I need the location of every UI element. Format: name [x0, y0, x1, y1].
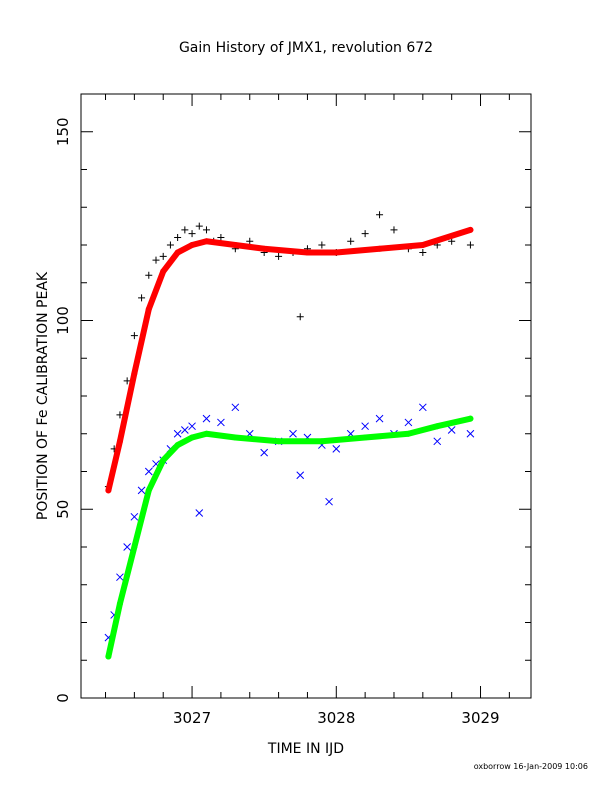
- series-1-point: [174, 249, 181, 256]
- series-1-point: [203, 238, 210, 245]
- series-0-point: [361, 230, 369, 238]
- series-0-point: [159, 252, 167, 260]
- series-2-point: [433, 437, 442, 446]
- series-0-point: [466, 241, 474, 249]
- series-2-point: [188, 422, 196, 431]
- x-axis-label: TIME IN IJD: [267, 741, 344, 757]
- series-2-point: [296, 471, 305, 480]
- series-1-point: [105, 487, 112, 494]
- series-2-point: [195, 509, 204, 517]
- series-3-point: [434, 423, 441, 430]
- series-0-point: [419, 249, 427, 257]
- series-0-point: [145, 271, 153, 279]
- series-3-point: [275, 438, 282, 445]
- series-3-point: [145, 487, 152, 494]
- series-3-point: [131, 544, 138, 550]
- series-1-point: [145, 306, 152, 313]
- series-3-point: [318, 438, 325, 445]
- series-2-point: [123, 543, 132, 551]
- series-3-line: [105, 415, 474, 660]
- x-tick-label: 3028: [317, 709, 355, 727]
- series-0-point: [152, 256, 160, 264]
- series-1-point: [232, 242, 239, 248]
- series-1-point: [131, 370, 138, 377]
- series-2-point: [361, 422, 369, 431]
- series-0-point: [123, 377, 131, 385]
- chart-title: Gain History of JMX1, revolution 672: [179, 40, 433, 56]
- series-1-point: [376, 245, 383, 252]
- series-0-point: [116, 411, 124, 419]
- x-tick-label: 3029: [461, 709, 499, 727]
- series-0-point: [130, 332, 138, 340]
- series-2-point: [231, 403, 240, 412]
- series-0-point: [376, 211, 384, 219]
- series-2-point: [173, 429, 182, 438]
- axis-tick-labels: 0 50 100 150 3027 3028 3029: [54, 117, 500, 727]
- series-2-point: [116, 573, 124, 582]
- series-0-point: [138, 294, 146, 302]
- series-2-point: [375, 414, 384, 423]
- series-3-point: [160, 457, 167, 464]
- series-2-point: [289, 429, 297, 438]
- series-3-point: [189, 434, 196, 441]
- series-1-point: [467, 226, 474, 233]
- series-0-point: [390, 226, 398, 234]
- series-3-point: [203, 430, 210, 437]
- series-0-point: [318, 241, 326, 249]
- series-3-point: [105, 653, 112, 660]
- series-0-point: [166, 241, 174, 249]
- series-3-point: [362, 434, 369, 441]
- series-2-point: [202, 414, 211, 423]
- footer-credit: oxborrow 16-Jan-2009 10:06: [474, 762, 588, 771]
- axis-ticks: [81, 93, 531, 699]
- series-2-point: [137, 486, 146, 495]
- series-1-point: [304, 249, 311, 256]
- series-2-point: [217, 418, 225, 427]
- series-0-point: [246, 237, 254, 245]
- series-0-point: [347, 237, 355, 245]
- series-3-point: [405, 430, 412, 437]
- y-tick-label: 100: [54, 306, 72, 335]
- series-2-point: [332, 444, 341, 453]
- series-1-point: [116, 438, 123, 445]
- series-3-point: [116, 600, 123, 607]
- series-2-point: [180, 426, 189, 434]
- series-2-point: [325, 497, 333, 506]
- data-marks: [104, 211, 475, 660]
- plot-frame: [80, 93, 532, 699]
- series-2-point: [447, 426, 456, 434]
- series-3-point: [232, 434, 239, 441]
- y-tick-label: 150: [54, 117, 72, 146]
- y-tick-label: 50: [54, 500, 72, 519]
- y-tick-label: 0: [54, 693, 72, 703]
- series-3-point: [174, 442, 181, 449]
- series-2-point: [130, 512, 139, 521]
- series-2-point: [418, 403, 427, 412]
- series-0-point: [188, 230, 196, 238]
- series-1-point: [333, 249, 340, 256]
- series-1-point: [261, 245, 268, 252]
- series-0-point: [296, 313, 304, 321]
- series-2-point: [260, 448, 269, 457]
- series-0-point: [202, 226, 210, 234]
- series-1-point: [419, 242, 426, 248]
- series-0-point: [217, 233, 225, 241]
- series-2-point: [404, 418, 413, 427]
- series-1-point: [160, 268, 167, 275]
- series-2-point: [466, 429, 475, 438]
- series-0-point: [181, 226, 189, 234]
- y-axis-label: POSITION OF Fe CALIBRATION PEAK: [35, 271, 51, 520]
- series-2-point: [144, 467, 153, 476]
- series-0-point: [174, 233, 182, 241]
- series-3-point: [467, 415, 474, 422]
- series-0-point: [275, 252, 283, 260]
- series-0-point: [195, 222, 203, 230]
- series-1-point: [189, 242, 196, 248]
- x-tick-label: 3027: [173, 709, 211, 727]
